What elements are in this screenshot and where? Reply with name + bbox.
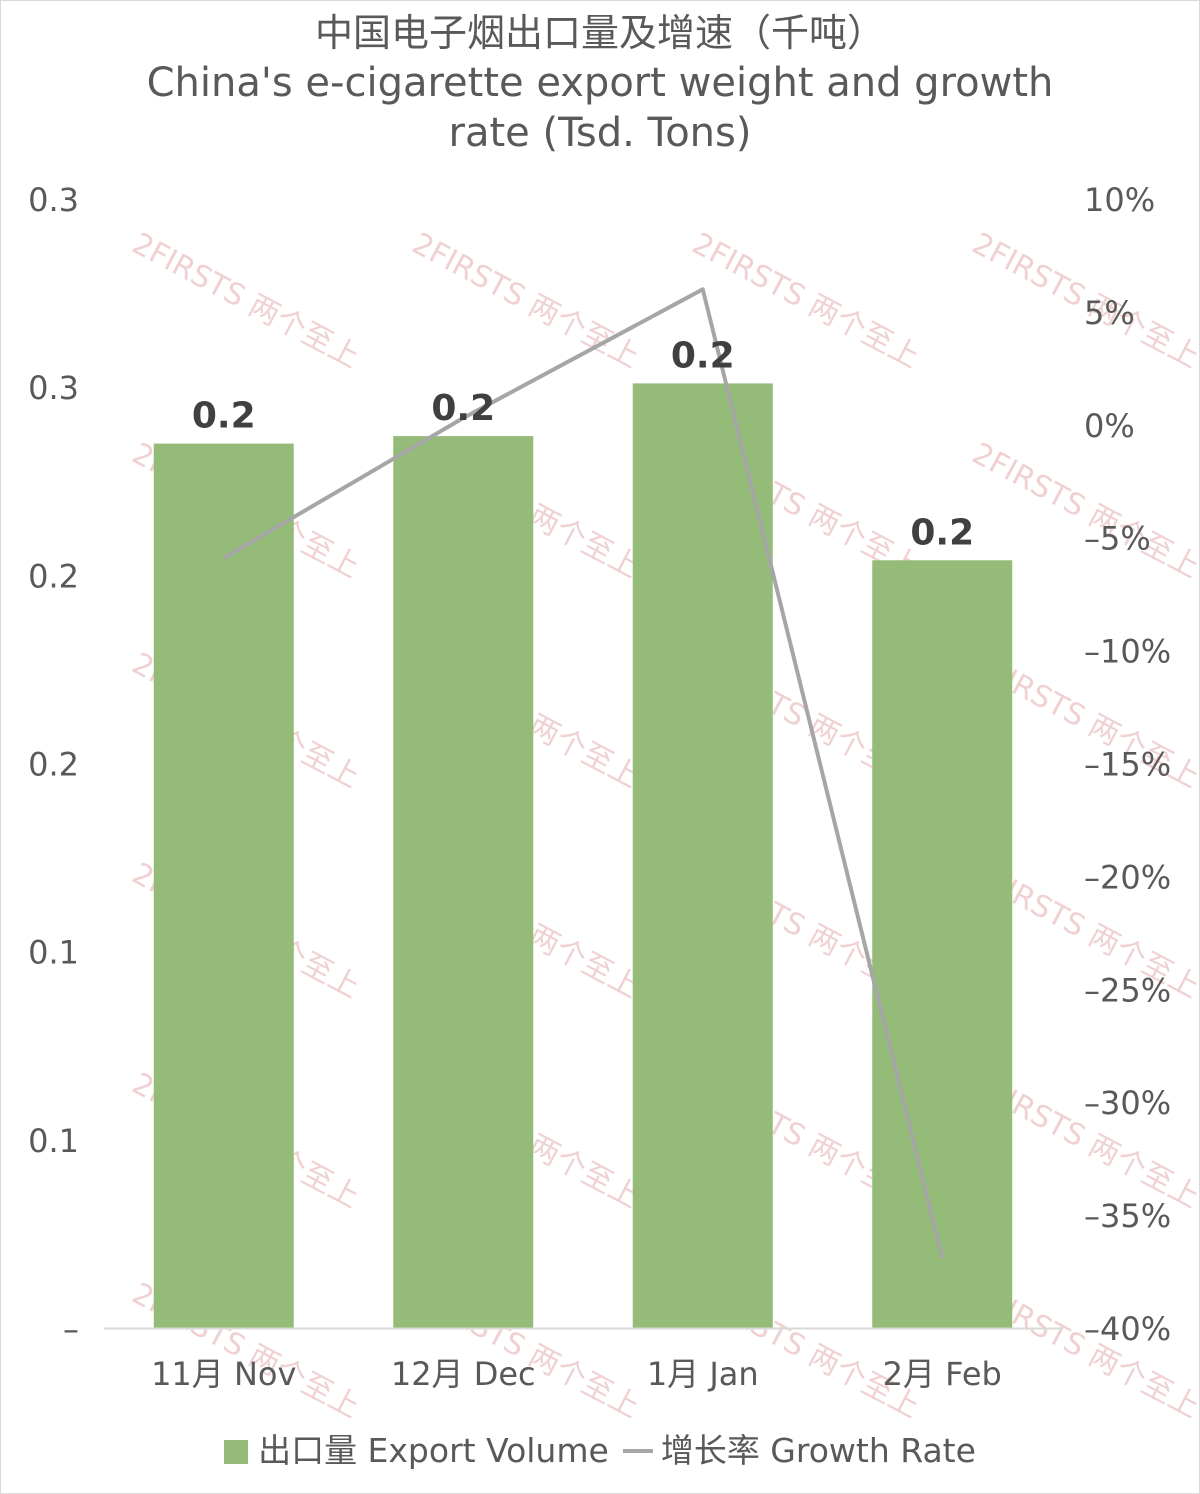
chart-title-cn: 中国电子烟出口量及增速（千吨）: [314, 11, 885, 55]
x-tick-0: 11月 Nov: [151, 1355, 296, 1393]
y-left-tick-3: 0.2: [28, 746, 79, 784]
bar-1: [393, 436, 534, 1329]
legend-swatch-export-volume: [224, 1440, 249, 1464]
chart-legend: 出口量 Export Volume 增长率 Growth Rate: [0, 1424, 1200, 1472]
x-tick-1: 12月 Dec: [391, 1355, 536, 1393]
data-label-3: 0.2: [910, 512, 974, 553]
legend-label-export-volume: 出口量 Export Volume: [258, 1431, 609, 1470]
bar-3: [872, 560, 1013, 1328]
y-right-tick-1: 5%: [1084, 294, 1135, 332]
y-right-tick-10: –40%: [1084, 1310, 1171, 1348]
watermark-0-1: 2FIRSTS 两个至上: [406, 226, 645, 375]
y-right-tick-7: –25%: [1084, 971, 1171, 1009]
data-label-2: 0.2: [671, 335, 735, 376]
legend-swatch-growth-rate: [622, 1449, 653, 1453]
y-left-tick-6: 0.3: [28, 181, 79, 219]
y-left-tick-1: 0.1: [28, 1122, 79, 1160]
y-right-tick-4: –10%: [1084, 633, 1171, 671]
watermark-0-0: 2FIRSTS 两个至上: [126, 226, 365, 375]
bar-0: [153, 443, 294, 1328]
x-tick-2: 1月 Jan: [647, 1355, 759, 1393]
y-left-tick-0: –: [63, 1310, 79, 1348]
x-tick-3: 2月 Feb: [883, 1355, 1002, 1393]
y-right-tick-6: –20%: [1084, 858, 1171, 896]
y-right-tick-2: 0%: [1084, 407, 1135, 445]
chart-title: 中国电子烟出口量及增速（千吨） China's e-cigarette expo…: [0, 8, 1200, 158]
y-left-tick-2: 0.1: [28, 934, 79, 972]
data-label-0: 0.2: [192, 396, 256, 437]
data-label-1: 0.2: [431, 388, 495, 429]
y-right-tick-8: –30%: [1084, 1084, 1171, 1122]
y-right-tick-5: –15%: [1084, 746, 1171, 784]
bar-2: [632, 383, 773, 1328]
y-right-tick-0: 10%: [1084, 181, 1155, 219]
y-right-tick-9: –35%: [1084, 1197, 1171, 1235]
y-right-tick-3: –5%: [1084, 520, 1151, 558]
y-left-tick-5: 0.3: [28, 369, 79, 407]
y-left-tick-4: 0.2: [28, 557, 79, 595]
growth-rate-line: [222, 287, 945, 1259]
chart-title-en: China's e-cigarette export weight and gr…: [146, 60, 1054, 156]
legend-label-growth-rate: 增长率 Growth Rate: [660, 1431, 976, 1470]
